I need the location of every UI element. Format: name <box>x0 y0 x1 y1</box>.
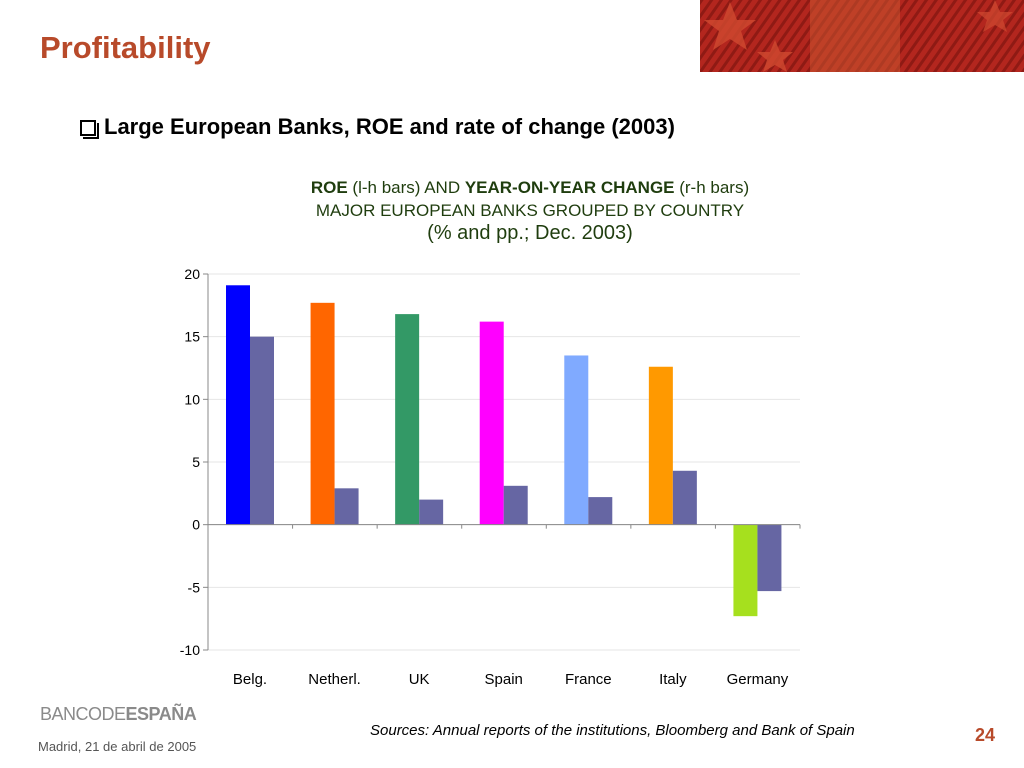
checkbox-bullet-icon <box>80 120 99 139</box>
bullet-text: Large European Banks, ROE and rate of ch… <box>104 114 675 139</box>
bar-roe-germany <box>733 524 758 617</box>
y-tick-label: -5 <box>188 579 201 595</box>
bar-roe-spain <box>479 321 504 525</box>
chart-title-part: (r-h bars) <box>674 178 750 197</box>
chart-title-roe: ROE <box>310 178 348 197</box>
bar-change-germany <box>757 524 782 592</box>
x-tick-label: UK <box>409 671 430 688</box>
bar-roe-france <box>564 355 589 525</box>
x-tick-label: Spain <box>485 671 523 688</box>
bar-change-italy <box>672 470 697 525</box>
bar-change-france <box>588 497 613 525</box>
y-tick-label: 10 <box>184 391 200 407</box>
chart-title-yoy: YEAR-ON-YEAR CHANGE <box>464 178 675 197</box>
page-title: Profitability <box>40 30 211 65</box>
y-tick-label: -10 <box>180 642 200 658</box>
x-tick-label: Italy <box>659 671 687 688</box>
sources-note: Sources: Annual reports of the instituti… <box>370 722 855 739</box>
x-tick-label: Germany <box>727 671 789 688</box>
x-tick-label: Netherl. <box>308 671 361 688</box>
bullet-heading: Large European Banks, ROE and rate of ch… <box>80 114 675 140</box>
chart-title: ROE (l-h bars) AND YEAR-ON-YEAR CHANGE (… <box>240 176 820 245</box>
y-tick-label: 0 <box>192 517 200 533</box>
star-pattern-icon <box>700 0 1024 72</box>
x-tick-label: Belg. <box>233 671 267 688</box>
bar-roe-italy <box>648 366 673 525</box>
bar-change-spain <box>503 485 528 525</box>
bar-roe-belg <box>226 285 250 525</box>
footer-date: Madrid, 21 de abril de 2005 <box>38 739 197 754</box>
chart-title-line1: ROE (l-h bars) AND YEAR-ON-YEAR CHANGE (… <box>240 176 820 199</box>
bar-change-uk <box>419 499 444 525</box>
bar-roe-netherl <box>310 302 335 525</box>
y-tick-label: 5 <box>192 454 200 470</box>
y-tick-label: 15 <box>184 329 200 345</box>
chart-title-units: (% and pp.; Dec. 2003) <box>427 222 633 244</box>
y-tick-label: 20 <box>184 266 200 282</box>
x-tick-label: France <box>565 671 612 688</box>
bar-change-netherl <box>334 488 359 525</box>
banco-de-espana-logo: BANCODEESPAÑA <box>40 704 197 724</box>
page-number: 24 <box>975 725 996 745</box>
header-decoration-image <box>700 0 1024 72</box>
chart-title-line2: MAJOR EUROPEAN BANKS GROUPED BY COUNTRY <box>315 201 745 220</box>
bar-roe-uk <box>395 314 420 525</box>
bar-change-belg <box>250 336 274 525</box>
chart-title-part: (l-h bars) AND <box>347 178 465 197</box>
